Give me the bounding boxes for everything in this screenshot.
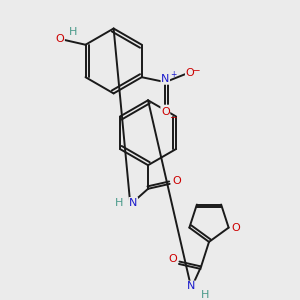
Text: O: O [168,254,177,264]
Text: O: O [161,106,170,117]
Text: H: H [115,198,124,208]
Text: O: O [56,34,64,44]
Text: O: O [231,223,240,232]
Text: +: + [170,70,176,79]
Text: N: N [129,198,137,208]
Text: H: H [201,290,209,300]
Text: O: O [172,176,181,186]
Text: N: N [187,281,196,291]
Text: −: − [169,112,177,121]
Text: −: − [192,65,200,74]
Text: N: N [161,74,170,84]
Text: O: O [185,68,194,78]
Text: H: H [68,27,77,37]
